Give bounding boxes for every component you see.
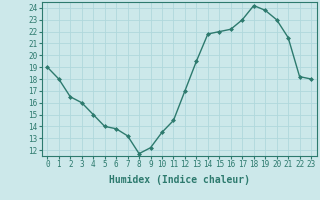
X-axis label: Humidex (Indice chaleur): Humidex (Indice chaleur) (109, 175, 250, 185)
